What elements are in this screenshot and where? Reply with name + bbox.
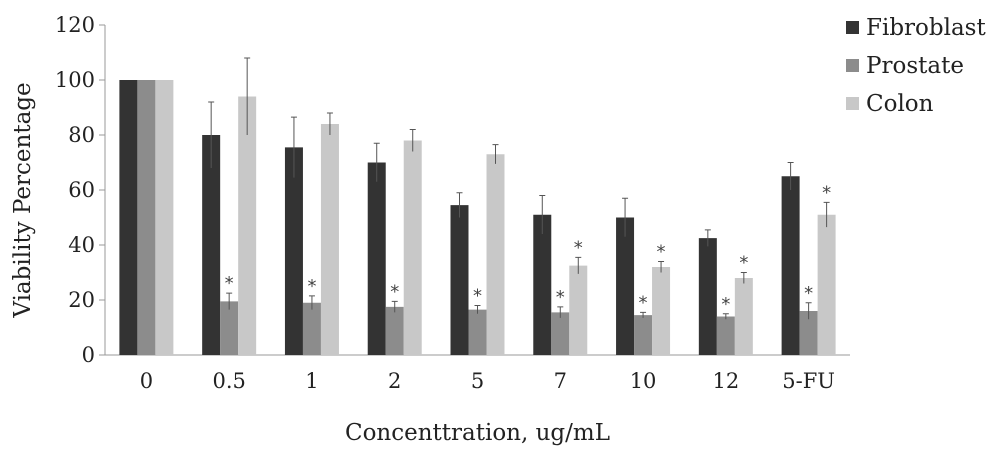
significance-marker: *: [390, 281, 399, 302]
x-tick-label: 1: [305, 369, 318, 393]
significance-marker: *: [556, 287, 565, 308]
significance-marker: *: [574, 237, 583, 258]
bars-group: [119, 80, 836, 355]
bar-colon-10: [652, 267, 671, 355]
y-tick-label: 40: [68, 233, 95, 257]
bar-prostate-5-FU: [799, 311, 818, 355]
x-tick-label: 2: [388, 369, 401, 393]
bar-fibroblast-7: [533, 214, 552, 355]
x-tick-label: 12: [712, 369, 739, 393]
bar-prostate-2: [385, 306, 404, 355]
x-axis-title: Concenttration, ug/mL: [345, 420, 610, 446]
x-tick-label: 5-FU: [782, 369, 835, 393]
y-tick-group: 0 20 40 60 80 100 120: [55, 13, 105, 367]
legend-label-colon: Colon: [866, 91, 934, 117]
legend-swatch-prostate: [846, 59, 859, 72]
y-tick-label: 100: [55, 68, 95, 92]
bar-prostate-0.5: [220, 301, 239, 355]
x-tick-label: 0.5: [212, 369, 245, 393]
significance-marker: *: [804, 283, 813, 304]
bar-prostate-0: [137, 80, 156, 355]
bar-prostate-12: [716, 316, 735, 355]
bar-fibroblast-1: [284, 147, 303, 355]
error-bars-group: [208, 57, 830, 320]
bar-colon-5: [486, 154, 505, 355]
y-tick-label: 0: [82, 343, 95, 367]
legend-label-prostate: Prostate: [866, 53, 964, 79]
bar-fibroblast-5: [450, 205, 469, 355]
significance-marker: *: [225, 273, 234, 294]
bar-colon-0: [155, 80, 174, 355]
bar-fibroblast-5-FU: [781, 176, 800, 355]
significance-marker: *: [307, 276, 316, 297]
bar-colon-0.5: [238, 96, 257, 355]
bar-fibroblast-12: [698, 238, 717, 355]
x-tick-label: 7: [554, 369, 567, 393]
bar-prostate-5: [468, 309, 487, 355]
bar-fibroblast-0: [119, 80, 138, 355]
y-axis-title: Viability Percentage: [10, 82, 36, 318]
y-tick-label: 80: [68, 123, 95, 147]
bar-prostate-10: [634, 315, 653, 355]
legend-label-fibroblast: Fibroblast: [866, 15, 986, 41]
bar-fibroblast-2: [367, 162, 386, 355]
x-tick-label: 10: [630, 369, 657, 393]
legend: Fibroblast Prostate Colon: [846, 15, 986, 117]
bar-colon-12: [734, 278, 753, 355]
bar-colon-5-FU: [817, 214, 836, 355]
bar-colon-1: [320, 124, 339, 355]
significance-marker: *: [657, 242, 666, 263]
bar-fibroblast-0.5: [202, 135, 221, 355]
x-tick-group: 0 0.5 1 2 5 7 10 12 5-FU: [140, 369, 835, 393]
significance-marker: *: [473, 286, 482, 307]
legend-swatch-fibroblast: [846, 21, 859, 34]
bar-prostate-7: [551, 312, 570, 355]
legend-swatch-colon: [846, 97, 859, 110]
significance-marker: *: [739, 253, 748, 274]
significance-marker: *: [639, 292, 648, 313]
bar-prostate-1: [302, 302, 321, 355]
y-tick-label: 120: [55, 13, 95, 37]
y-tick-label: 60: [68, 178, 95, 202]
y-tick-label: 20: [68, 288, 95, 312]
x-tick-label: 0: [140, 369, 153, 393]
significance-marker: *: [721, 294, 730, 315]
x-tick-label: 5: [471, 369, 484, 393]
bar-fibroblast-10: [616, 217, 635, 355]
significance-marker: *: [822, 182, 831, 203]
significance-marks-group: * * * * * * * * * * * *: [225, 182, 831, 314]
bar-colon-2: [403, 140, 422, 355]
bar-colon-7: [569, 265, 588, 355]
